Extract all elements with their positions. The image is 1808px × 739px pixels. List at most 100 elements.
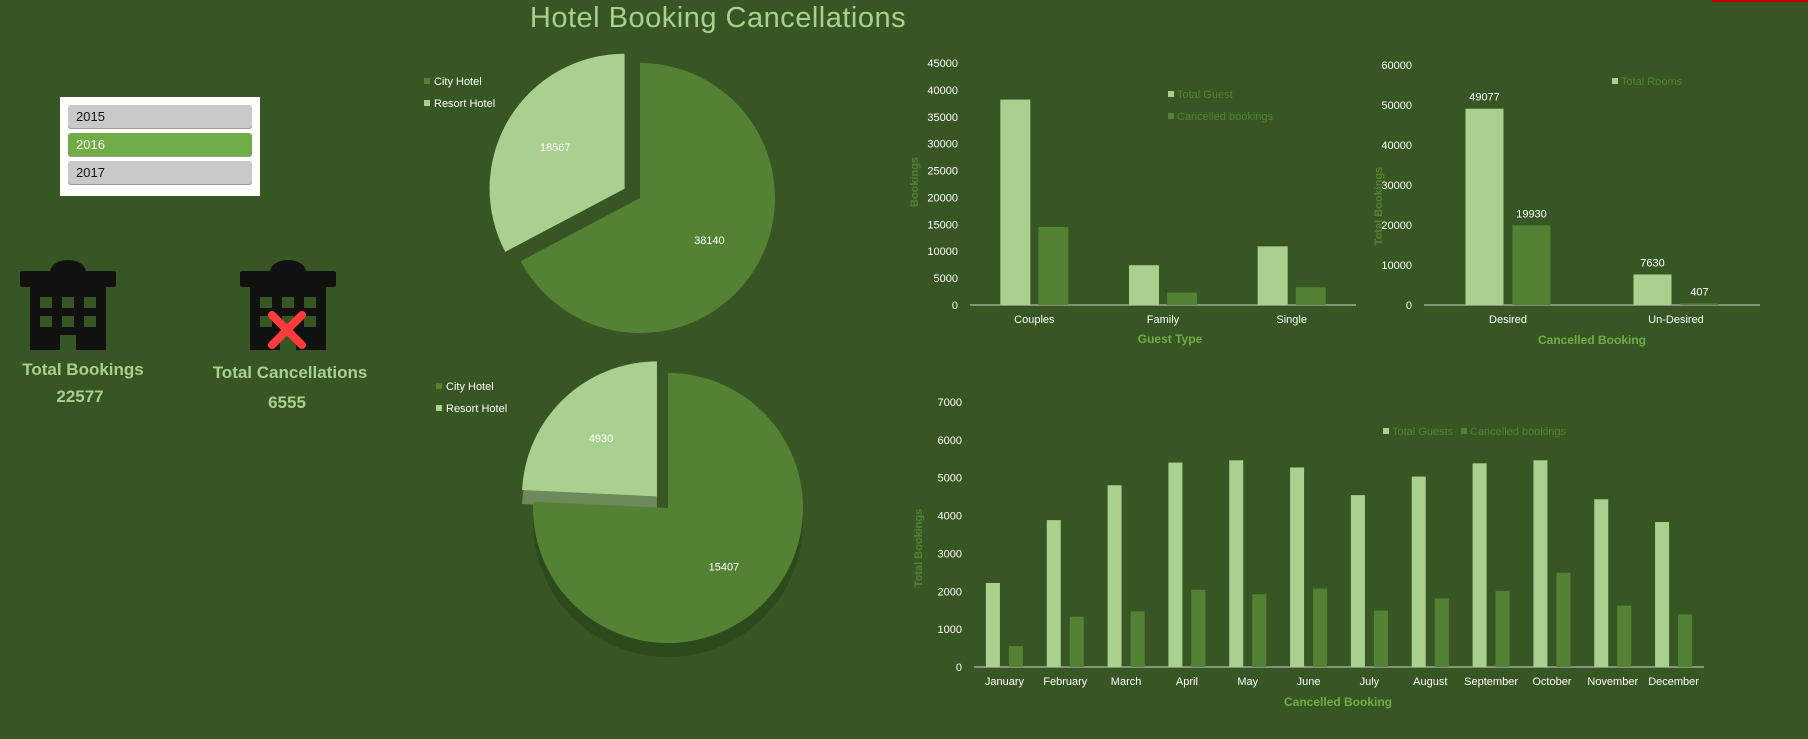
bar2-legend-swatch-total-rooms [1612, 78, 1618, 84]
page-title: Hotel Booking Cancellations [529, 2, 907, 34]
bar3-bar-december-cancelled-bookings [1678, 614, 1693, 667]
bar3-y-tick-1000: 1000 [938, 624, 962, 636]
bar1-bar-couples-cancelled-bookings [1038, 227, 1069, 305]
bar3-bar-february-total-guests [1046, 520, 1061, 667]
bar3-y-tick-2000: 2000 [938, 586, 962, 598]
bar3-bar-august-cancelled-bookings [1434, 598, 1449, 667]
bar2-bar-desired-total-rooms [1465, 108, 1504, 305]
bar1-y-tick-35000: 35000 [927, 112, 958, 124]
bar3-bar-august-total-guests [1411, 476, 1426, 667]
bar2-x-tick-un-desired: Un-Desired [1648, 314, 1704, 326]
total-bookings-value: 22577 [56, 387, 104, 406]
bar1-x-tick-single: Single [1276, 314, 1307, 326]
bar1-bar-single-total-guest [1257, 246, 1288, 305]
bar3-x-tick-march: March [1111, 676, 1142, 688]
slicer-item-2017[interactable]: 2017 [68, 161, 252, 185]
bar3-bar-october-total-guests [1533, 460, 1548, 667]
bar3-x-tick-august: August [1413, 676, 1447, 688]
bar1-bar-family-total-guest [1129, 265, 1159, 305]
bar3-y-tick-7000: 7000 [938, 397, 962, 409]
bar3-x-tick-january: January [985, 676, 1025, 688]
total-cancellations-label: Total Cancellations [212, 363, 368, 382]
bar1-x-tick-couples: Couples [1014, 314, 1055, 326]
bar2-data-label-desired-2: 19930 [1516, 208, 1547, 220]
bar2-y-tick-40000: 40000 [1381, 140, 1412, 152]
bar3-bar-february-cancelled-bookings [1069, 616, 1084, 667]
bar3-y-tick-5000: 5000 [938, 473, 962, 485]
bar3-legend-total-guests: Total Guests [1392, 426, 1454, 438]
slicer-item-2015[interactable]: 2015 [68, 105, 252, 129]
bar3-x-tick-april: April [1176, 676, 1198, 688]
bar2-bar-desired-series2 [1512, 225, 1551, 305]
pie1-legend-city-hotel: City Hotel [434, 76, 482, 88]
bar3-x-tick-november: November [1587, 676, 1638, 688]
bar2-data-label-desired-1: 49077 [1469, 92, 1500, 104]
bar3-x-tick-february: February [1043, 676, 1088, 688]
bar3-legend-cancelled-bookings: Cancelled bookings [1470, 426, 1567, 438]
bar3-y-tick-0: 0 [956, 662, 962, 674]
pie2-data-label-resort-hotel: 4930 [589, 433, 613, 445]
bar1-bar-single-cancelled-bookings [1295, 287, 1326, 305]
bar2-y-tick-30000: 30000 [1381, 180, 1412, 192]
bar3-bar-september-cancelled-bookings [1495, 590, 1510, 667]
bar1-legend-swatch-cancelled-bookings [1168, 113, 1174, 119]
bar3-x-tick-october: October [1532, 676, 1571, 688]
bar2-data-label-un-desired-2: 407 [1690, 286, 1708, 298]
total-bookings-label: Total Bookings [22, 360, 144, 379]
slicer-item-2016[interactable]: 2016 [68, 133, 252, 157]
pie1-data-label-city-hotel: 38140 [694, 235, 725, 247]
bar3-bar-july-total-guests [1350, 495, 1365, 667]
bar3-y-tick-4000: 4000 [938, 511, 962, 523]
bar2-legend-total-rooms: Total Rooms [1621, 76, 1683, 88]
bar1-y-tick-20000: 20000 [927, 192, 958, 204]
hotel-building-icon [20, 260, 116, 350]
bar3-bar-december-total-guests [1655, 522, 1670, 667]
pie2-slice-resort-hotel [522, 361, 657, 497]
pie2-slice-city-hotel [532, 373, 803, 644]
bar2-bar-un-desired-total-rooms [1633, 274, 1672, 305]
bar3-x-tick-july: July [1360, 676, 1380, 688]
bar1-legend-cancelled-bookings: Cancelled bookings [1177, 111, 1274, 123]
bar2-x-axis-title: Cancelled Booking [1538, 333, 1646, 347]
bar3-x-axis-title: Cancelled Booking [1284, 695, 1392, 709]
bar1-x-tick-family: Family [1147, 314, 1180, 326]
bar2-data-label-un-desired-1: 7630 [1640, 257, 1664, 269]
year-slicer: 2015 2016 2017 [60, 97, 260, 196]
bar1-legend-swatch-total-guest [1168, 91, 1174, 97]
pie2-legend-swatch-resort-hotel [436, 405, 442, 411]
pie1-legend-resort-hotel: Resort Hotel [434, 98, 495, 110]
pie1-legend-swatch-city-hotel [424, 78, 430, 84]
pie1-slice-city-hotel [520, 63, 776, 333]
bar3-bar-may-total-guests [1229, 460, 1244, 667]
bar1-y-tick-40000: 40000 [927, 85, 958, 97]
pie2-legend-city-hotel: City Hotel [446, 381, 494, 393]
pie1-data-label-resort-hotel: 18567 [540, 142, 571, 154]
bar3-legend-swatch-total-guests [1383, 428, 1389, 434]
bar3-bar-october-cancelled-bookings [1556, 572, 1571, 667]
bar3-bar-november-cancelled-bookings [1617, 605, 1632, 667]
bar3-y-tick-3000: 3000 [938, 548, 962, 560]
total-cancellations-value: 6555 [268, 393, 306, 412]
bar3-y-axis-title: Total Bookings [913, 509, 925, 588]
bar2-bar-un-desired-series2 [1680, 303, 1719, 305]
bar2-y-tick-10000: 10000 [1381, 260, 1412, 272]
bar3-x-tick-september: September [1464, 676, 1518, 688]
bar2-y-tick-0: 0 [1406, 300, 1412, 312]
bar3-bar-april-total-guests [1168, 462, 1183, 667]
bar1-y-tick-5000: 5000 [934, 273, 958, 285]
bar1-legend-total-guest: Total Guest [1177, 89, 1233, 101]
bar3-bar-may-cancelled-bookings [1252, 594, 1267, 667]
bar1-x-axis-title: Guest Type [1138, 332, 1203, 346]
bar1-y-tick-10000: 10000 [927, 246, 958, 258]
bar1-bar-family-cancelled-bookings [1167, 292, 1197, 305]
bar1-y-tick-15000: 15000 [927, 219, 958, 231]
bar3-legend-swatch-cancelled-bookings [1461, 428, 1467, 434]
bar1-y-tick-0: 0 [952, 300, 958, 312]
bar2-y-tick-50000: 50000 [1381, 100, 1412, 112]
bar1-y-tick-45000: 45000 [927, 58, 958, 70]
selection-indicator [1712, 0, 1808, 2]
pie2-legend-resort-hotel: Resort Hotel [446, 403, 507, 415]
bar3-bar-january-total-guests [985, 582, 1000, 667]
bar3-x-tick-may: May [1237, 676, 1258, 688]
bar3-bar-november-total-guests [1594, 499, 1609, 667]
